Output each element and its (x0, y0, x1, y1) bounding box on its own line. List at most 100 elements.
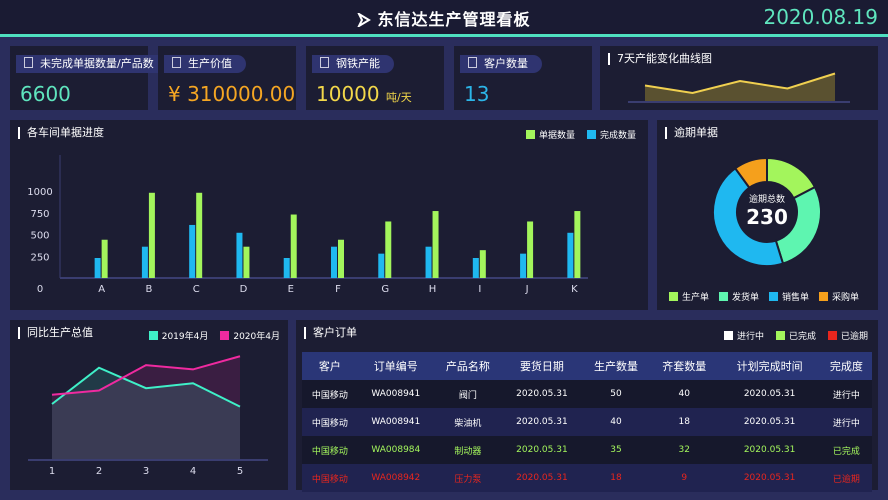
x-tick-label: 3 (143, 466, 149, 477)
table-cell: 35 (581, 436, 651, 464)
bar-orders (196, 192, 203, 278)
y-tick-label: 750 (30, 209, 49, 220)
table-cell: 中国移动 (302, 464, 358, 492)
document-icon (468, 57, 477, 68)
document-icon (172, 57, 181, 68)
x-tick-label: 5 (237, 466, 243, 477)
x-tick-label: B (145, 284, 152, 295)
table-cell: 9 (650, 464, 719, 492)
column-header: 生产数量 (581, 352, 651, 380)
table-cell: WA008984 (357, 436, 434, 464)
column-header: 客户 (302, 352, 358, 380)
table-cell: 进行中 (820, 408, 872, 436)
table-cell: 2020.05.31 (501, 380, 582, 408)
trend-line (644, 72, 836, 95)
donut-slice (733, 156, 768, 190)
table-row[interactable]: 中国移动 WA008984 制动器 2020.05.31 35 32 2020.05.31 已… (302, 436, 872, 464)
y-tick-label: 0 (37, 284, 43, 295)
line-panel: 同比生产总值 2019年4月 2020年4月 1 2 3 4 5 (10, 320, 288, 490)
bar-panel: 各车间单据进度 单据数量 完成数量 0 250 500 750 1000 A B C D E F G H… (10, 120, 648, 310)
y-tick-label: 500 (30, 231, 49, 242)
table-cell: 中国移动 (302, 436, 358, 464)
line-title: 同比生产总值 (18, 327, 93, 339)
bar-completed (520, 253, 527, 278)
bar-orders (527, 221, 534, 278)
series-line (51, 366, 241, 408)
donut-center-label: 逾期总数 (749, 193, 785, 205)
bar-orders (243, 246, 250, 278)
legend-item: 单据数量 (525, 128, 575, 141)
legend-item: 已逾期 (827, 329, 868, 342)
x-tick-label: H (429, 284, 437, 295)
trend-title: 7天产能变化曲线图 (608, 53, 712, 65)
bar-completed (283, 258, 290, 278)
table-row[interactable]: 中国移动 WA008942 压力泵 2020.05.31 18 9 2020.05.31 已逾… (302, 464, 872, 492)
card-label: 客户数量 (460, 55, 542, 73)
page-title: 东信达生产管理看板 (0, 6, 888, 30)
table-row[interactable]: 中国移动 WA008941 柴油机 2020.05.31 40 18 2020.05.31 进… (302, 408, 872, 436)
x-tick-label: E (288, 284, 294, 295)
date: 2020.08.19 (763, 5, 878, 29)
table-cell: 2020.05.31 (718, 408, 821, 436)
table-row[interactable]: 中国移动 WA008941 阀门 2020.05.31 50 40 2020.05.31 进行… (302, 380, 872, 408)
donut-title: 逾期单据 (665, 127, 718, 139)
header-divider (0, 34, 888, 37)
bar-completed (378, 253, 385, 278)
card-value: 10000 吨/天 (316, 82, 412, 106)
y-tick-label: 1000 (27, 187, 52, 198)
table-cell: 2020.05.31 (718, 380, 821, 408)
bar-orders (574, 211, 581, 278)
table-cell: 18 (581, 464, 651, 492)
donut-total: 230 (746, 205, 788, 229)
table-cell: 40 (581, 408, 651, 436)
line-chart: 1 2 3 4 5 (28, 355, 268, 477)
table-cell: 已完成 (820, 436, 872, 464)
x-tick-label: K (571, 284, 578, 295)
bar-completed (567, 232, 574, 278)
column-header: 产品名称 (433, 352, 502, 380)
y-tick-label: 250 (30, 252, 49, 263)
card-label: 生产价值 (164, 55, 246, 73)
document-icon (24, 57, 33, 68)
table-cell: 2020.05.31 (501, 464, 582, 492)
line-legend: 2019年4月 2020年4月 (148, 329, 280, 342)
table-cell: 进行中 (820, 380, 872, 408)
bar-orders (432, 211, 439, 278)
x-tick-label: 1 (49, 466, 55, 477)
table-cell: WA008941 (357, 380, 434, 408)
bar-orders (290, 214, 297, 278)
column-header: 订单编号 (357, 352, 434, 380)
column-header: 齐套数量 (650, 352, 719, 380)
card-value: ¥ 310000.00 (168, 82, 296, 106)
x-tick-label: J (525, 284, 529, 295)
x-tick-label: 2 (96, 466, 102, 477)
bar-orders (338, 239, 344, 278)
trend-area (645, 73, 835, 102)
bar-title: 各车间单据进度 (18, 127, 104, 139)
legend-item: 销售单 (769, 290, 809, 303)
bar-completed (331, 246, 337, 278)
legend-item: 完成数量 (586, 128, 636, 141)
legend-item: 进行中 (723, 329, 764, 342)
column-header: 计划完成时间 (718, 352, 821, 380)
table-cell: 压力泵 (433, 464, 502, 492)
bar-completed (94, 258, 101, 278)
x-tick-label: 4 (190, 466, 196, 477)
stat-card: 客户数量 13 (454, 46, 592, 110)
donut-slice (712, 166, 785, 267)
table-cell: 18 (650, 408, 719, 436)
table-cell: 50 (581, 380, 651, 408)
legend-item: 采购单 (819, 290, 859, 303)
table-cell: WA008942 (357, 464, 434, 492)
bar-legend: 单据数量 完成数量 (525, 128, 636, 141)
table-cell: 2020.05.31 (718, 436, 821, 464)
donut-panel: 逾期单据 逾期总数 230 生产单 发货单 销售单 采购单 (657, 120, 878, 310)
bar-orders (479, 250, 486, 278)
bar-orders (101, 239, 108, 278)
table-cell: 制动器 (433, 436, 502, 464)
legend-item: 已完成 (775, 329, 816, 342)
table-cell: 40 (650, 380, 719, 408)
title-text: 东信达生产管理看板 (377, 10, 531, 29)
table-cell: 32 (650, 436, 719, 464)
